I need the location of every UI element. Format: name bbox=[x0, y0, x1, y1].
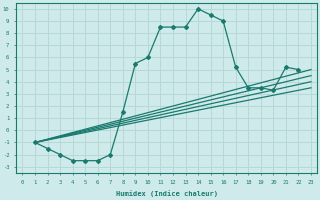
X-axis label: Humidex (Indice chaleur): Humidex (Indice chaleur) bbox=[116, 190, 218, 197]
